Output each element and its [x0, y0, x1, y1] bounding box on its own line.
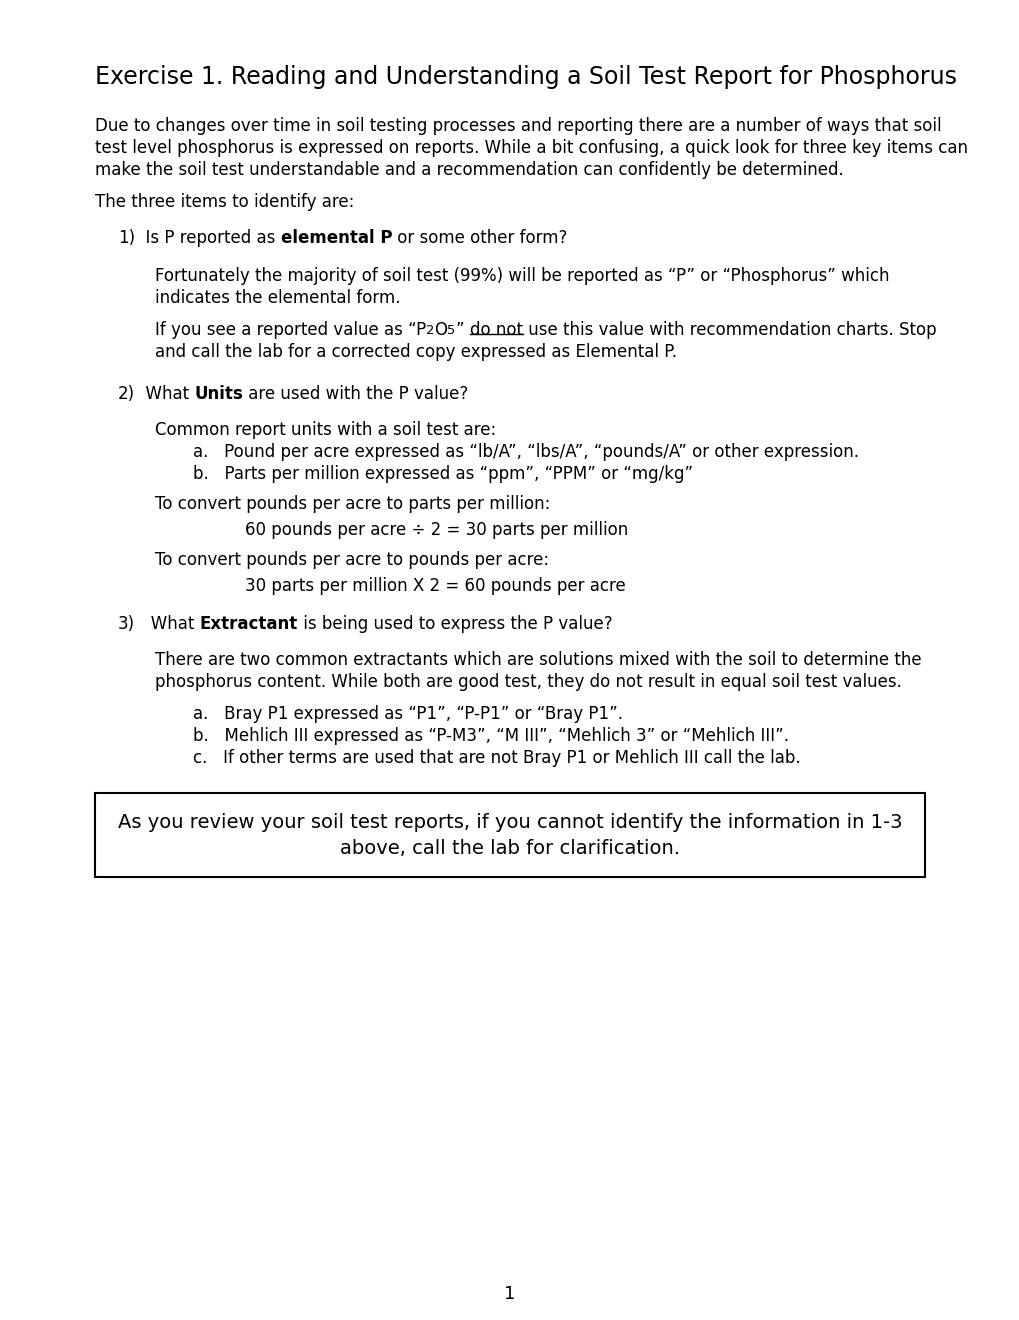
- Text: use this value with recommendation charts. Stop: use this value with recommendation chart…: [522, 321, 935, 339]
- Text: To convert pounds per acre to parts per million:: To convert pounds per acre to parts per …: [155, 495, 550, 513]
- Text: There are two common extractants which are solutions mixed with the soil to dete: There are two common extractants which a…: [155, 651, 921, 669]
- Text: O: O: [434, 321, 447, 339]
- Text: Units: Units: [195, 385, 243, 403]
- Text: 1): 1): [118, 228, 135, 247]
- Text: a.   Pound per acre expressed as “lb/A”, “lbs/A”, “pounds/A” or other expression: a. Pound per acre expressed as “lb/A”, “…: [193, 444, 858, 461]
- Text: indicates the elemental form.: indicates the elemental form.: [155, 289, 400, 308]
- Text: What: What: [135, 615, 200, 634]
- Text: The three items to identify are:: The three items to identify are:: [95, 193, 354, 211]
- Text: Due to changes over time in soil testing processes and reporting there are a num: Due to changes over time in soil testing…: [95, 117, 941, 135]
- Text: Fortunately the majority of soil test (99%) will be reported as “P” or “Phosphor: Fortunately the majority of soil test (9…: [155, 267, 889, 285]
- Text: To convert pounds per acre to pounds per acre:: To convert pounds per acre to pounds per…: [155, 550, 548, 569]
- Text: is being used to express the P value?: is being used to express the P value?: [298, 615, 612, 634]
- Text: Common report units with a soil test are:: Common report units with a soil test are…: [155, 421, 496, 440]
- Text: ”: ”: [455, 321, 469, 339]
- Text: As you review your soil test reports, if you cannot identify the information in : As you review your soil test reports, if…: [117, 813, 902, 832]
- Text: 60 pounds per acre ÷ 2 = 30 parts per million: 60 pounds per acre ÷ 2 = 30 parts per mi…: [245, 521, 628, 539]
- Text: b.   Mehlich III expressed as “P-M3”, “M III”, “Mehlich 3” or “Mehlich III”.: b. Mehlich III expressed as “P-M3”, “M I…: [193, 727, 789, 744]
- Text: above, call the lab for clarification.: above, call the lab for clarification.: [339, 840, 680, 858]
- Text: c.   If other terms are used that are not Bray P1 or Mehlich III call the lab.: c. If other terms are used that are not …: [193, 748, 800, 767]
- Text: What: What: [135, 385, 195, 403]
- Text: make the soil test understandable and a recommendation can confidently be determ: make the soil test understandable and a …: [95, 161, 843, 180]
- Text: 1: 1: [503, 1284, 516, 1303]
- Text: phosphorus content. While both are good test, they do not result in equal soil t: phosphorus content. While both are good …: [155, 673, 901, 690]
- Text: 2): 2): [118, 385, 135, 403]
- Text: Exercise 1. Reading and Understanding a Soil Test Report for Phosphorus: Exercise 1. Reading and Understanding a …: [95, 65, 956, 88]
- Text: do not: do not: [469, 321, 522, 339]
- Text: and call the lab for a corrected copy expressed as Elemental P.: and call the lab for a corrected copy ex…: [155, 343, 677, 360]
- Text: are used with the P value?: are used with the P value?: [243, 385, 468, 403]
- Text: b.   Parts per million expressed as “ppm”, “PPM” or “mg/kg”: b. Parts per million expressed as “ppm”,…: [193, 465, 693, 483]
- Text: If you see a reported value as “P: If you see a reported value as “P: [155, 321, 426, 339]
- Text: 30 parts per million X 2 = 60 pounds per acre: 30 parts per million X 2 = 60 pounds per…: [245, 577, 625, 595]
- Text: 5: 5: [447, 323, 455, 337]
- Text: or some other form?: or some other form?: [392, 228, 567, 247]
- Text: 3): 3): [118, 615, 135, 634]
- Bar: [95, 793, 924, 876]
- Text: a.   Bray P1 expressed as “P1”, “P-P1” or “Bray P1”.: a. Bray P1 expressed as “P1”, “P-P1” or …: [193, 705, 623, 723]
- Text: 2: 2: [426, 323, 434, 337]
- Text: elemental P: elemental P: [280, 228, 392, 247]
- Text: Is P reported as: Is P reported as: [135, 228, 280, 247]
- Text: test level phosphorus is expressed on reports. While a bit confusing, a quick lo: test level phosphorus is expressed on re…: [95, 139, 967, 157]
- Text: Extractant: Extractant: [200, 615, 298, 634]
